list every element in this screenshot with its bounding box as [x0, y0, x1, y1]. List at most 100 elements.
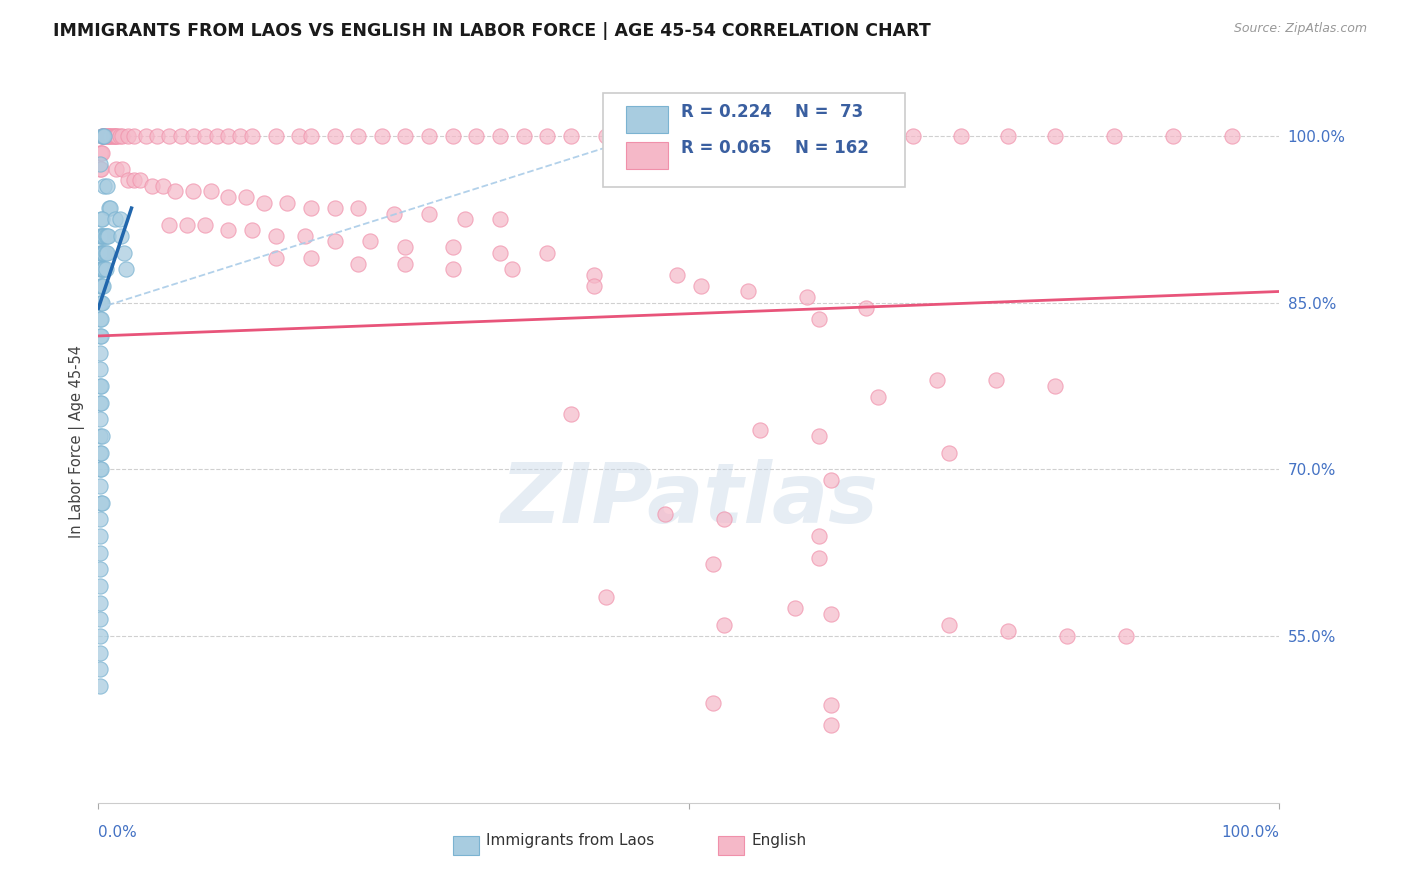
Point [93, 128, 115, 143]
Point [94, 262, 117, 277]
Point [90, 295, 112, 310]
Point [299, 128, 322, 143]
Y-axis label: In Labor Force | Age 45-54: In Labor Force | Age 45-54 [69, 345, 84, 538]
Text: Immigrants from Laos: Immigrants from Laos [486, 833, 654, 847]
Point [536, 128, 558, 143]
Point [394, 240, 416, 254]
Point [94, 228, 117, 243]
Point [347, 201, 370, 215]
Point [359, 235, 381, 249]
Point [1161, 128, 1184, 143]
Point [110, 228, 132, 243]
Point [91, 128, 114, 143]
FancyBboxPatch shape [626, 105, 668, 133]
Point [418, 207, 440, 221]
Point [1102, 128, 1125, 143]
Point [91, 245, 114, 260]
Point [89, 612, 111, 626]
Point [96, 128, 118, 143]
Point [89, 329, 111, 343]
Point [90, 228, 112, 243]
Point [89, 412, 111, 426]
Point [89, 662, 111, 676]
Point [122, 128, 145, 143]
Point [91, 429, 114, 443]
Point [89, 479, 111, 493]
Point [748, 424, 770, 438]
Point [441, 128, 464, 143]
Point [820, 718, 842, 732]
Point [229, 128, 252, 143]
Point [820, 474, 842, 488]
Point [630, 128, 652, 143]
Point [90, 462, 112, 476]
Point [98, 128, 121, 143]
Point [323, 235, 346, 249]
Point [217, 190, 239, 204]
Point [240, 128, 263, 143]
Point [165, 185, 187, 199]
Point [89, 445, 111, 459]
Point [997, 624, 1019, 638]
Point [89, 345, 111, 359]
Point [217, 223, 239, 237]
Point [666, 128, 689, 143]
Point [93, 128, 115, 143]
Point [89, 679, 111, 693]
Point [925, 373, 948, 387]
Point [91, 279, 114, 293]
Point [122, 173, 145, 187]
Point [101, 128, 124, 143]
Point [713, 512, 735, 526]
Point [89, 395, 111, 409]
Point [820, 698, 842, 712]
Point [276, 195, 298, 210]
Point [105, 162, 128, 177]
Point [1043, 379, 1066, 393]
Point [903, 128, 925, 143]
Point [820, 607, 842, 621]
Point [984, 373, 1007, 387]
Point [91, 128, 114, 143]
Point [181, 185, 204, 199]
Point [1043, 128, 1066, 143]
Point [91, 262, 114, 277]
Point [170, 128, 193, 143]
Point [93, 245, 115, 260]
Point [93, 228, 115, 243]
Point [96, 245, 118, 260]
Point [299, 201, 322, 215]
Text: N =  73: N = 73 [796, 103, 863, 121]
Point [112, 245, 135, 260]
Point [146, 128, 169, 143]
Point [737, 128, 759, 143]
Point [89, 279, 111, 293]
Point [583, 268, 606, 282]
Point [666, 268, 689, 282]
Point [157, 128, 180, 143]
Point [394, 128, 416, 143]
Point [654, 507, 676, 521]
Point [117, 128, 139, 143]
Point [997, 128, 1019, 143]
Text: English: English [752, 833, 807, 847]
Point [103, 128, 125, 143]
Point [89, 295, 111, 310]
Point [264, 128, 287, 143]
Point [796, 290, 818, 304]
Point [323, 128, 346, 143]
Point [855, 301, 877, 315]
Point [100, 128, 122, 143]
Point [91, 228, 114, 243]
Point [205, 128, 228, 143]
Point [807, 529, 830, 543]
Point [938, 445, 960, 459]
Text: 100.0%: 100.0% [1222, 825, 1279, 840]
Point [90, 262, 112, 277]
Text: Source: ZipAtlas.com: Source: ZipAtlas.com [1233, 22, 1367, 36]
Point [253, 195, 276, 210]
Point [299, 251, 322, 265]
Point [702, 128, 724, 143]
Point [91, 128, 114, 143]
Point [135, 128, 157, 143]
